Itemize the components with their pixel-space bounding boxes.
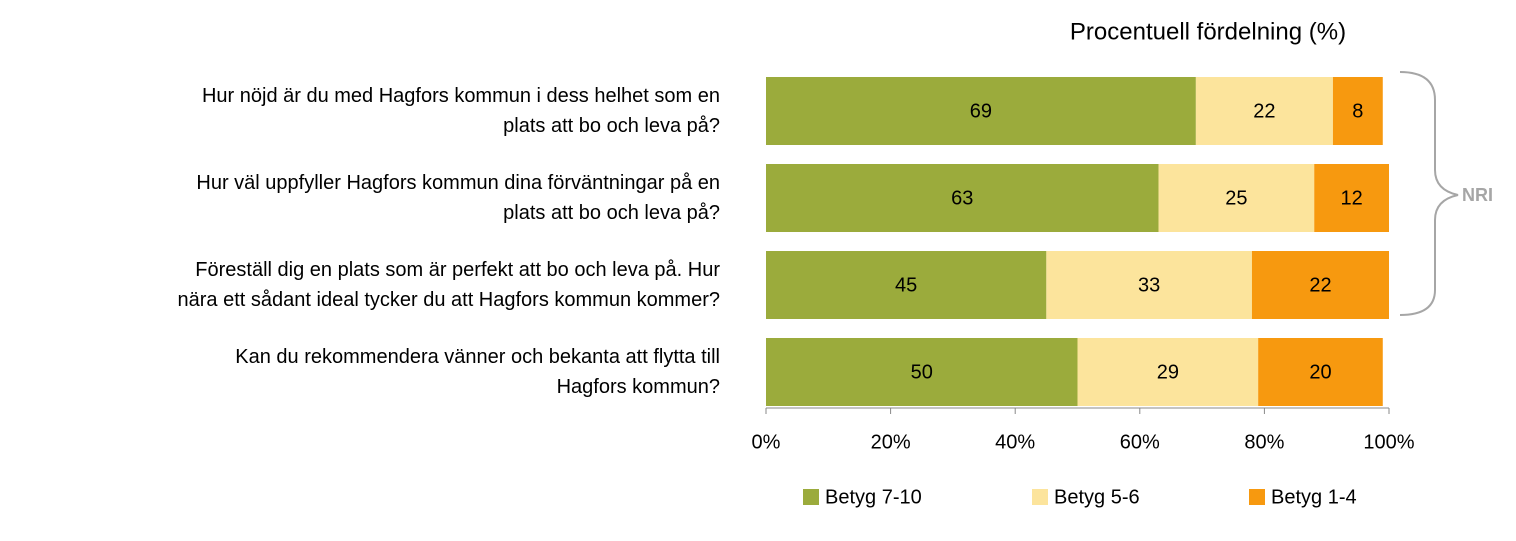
data-label: 22 [1253,100,1275,122]
x-tick-label: 40% [995,431,1035,453]
legend-swatch [1249,489,1265,505]
y-tick-label: Kan du rekommendera vänner och bekanta a… [235,346,720,398]
bar-segment [1332,77,1383,145]
data-label: 33 [1138,274,1160,296]
bar-segment [1077,338,1259,406]
legend-swatch [1032,489,1048,505]
legend-label: Betyg 5-6 [1054,486,1140,508]
x-tick-label: 20% [871,431,911,453]
data-label: 69 [970,100,992,122]
x-tick-label: 80% [1244,431,1284,453]
data-label: 25 [1225,187,1247,209]
bar-segment [1158,164,1315,232]
x-tick-label: 100% [1363,431,1414,453]
annotation: NRI [1462,185,1493,205]
data-label: 50 [911,361,933,383]
nri-bracket [1399,71,1459,316]
bar-segment [766,338,1078,406]
chart-title: Procentuell fördelning (%) [1070,18,1346,45]
data-label: 12 [1340,187,1362,209]
data-label: 29 [1157,361,1179,383]
data-label: 20 [1309,361,1331,383]
bar-segment [766,164,1159,232]
bar-segment [1258,338,1383,406]
bar-segment [766,251,1047,319]
bar-segment [766,77,1196,145]
bar-segment [1251,251,1389,319]
data-label: 45 [895,274,917,296]
bar-segment [1195,77,1333,145]
legend-label: Betyg 1-4 [1271,486,1357,508]
bar-segment [1314,164,1389,232]
bar-segment [1046,251,1252,319]
data-label: 8 [1352,100,1363,122]
legend-label: Betyg 7-10 [825,486,922,508]
legend-swatch [803,489,819,505]
y-tick-label: Föreställ dig en plats som är perfekt at… [177,259,720,311]
x-tick-label: 60% [1120,431,1160,453]
y-tick-label: Hur nöjd är du med Hagfors kommun i dess… [201,85,720,137]
x-tick-label: 0% [752,431,781,453]
y-tick-label: Hur väl uppfyller Hagfors kommun dina fö… [196,172,720,224]
data-label: 63 [951,187,973,209]
data-label: 22 [1309,274,1331,296]
